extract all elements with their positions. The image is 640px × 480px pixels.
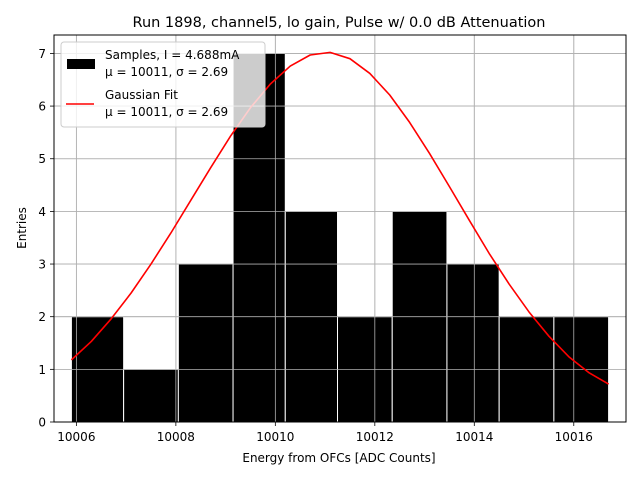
legend-box — [60, 41, 266, 128]
y-tick-label: 0 — [38, 416, 46, 430]
gaussian-fit — [70, 51, 609, 385]
y-tick-label: 1 — [38, 363, 46, 377]
legend-samples-swatch — [67, 59, 95, 69]
x-axis-label: Energy from OFCs [ADC Counts] — [242, 451, 435, 465]
y-tick-label: 6 — [38, 100, 46, 114]
y-tick-label: 4 — [38, 205, 46, 219]
y-tick-label: 7 — [38, 47, 46, 61]
y-tick-label: 3 — [38, 258, 46, 272]
legend-samples-label: Samples, I = 4.688mA — [105, 48, 240, 62]
x-tick-label: 10014 — [455, 430, 493, 444]
histogram-bar — [123, 368, 179, 423]
x-tick-label: 10008 — [157, 430, 195, 444]
x-tick-label: 10010 — [256, 430, 294, 444]
legend-fit-label: Gaussian Fit — [105, 88, 178, 102]
y-tick-label: 5 — [38, 152, 46, 166]
y-axis-ticks: 0 1 2 3 4 5 6 7 — [38, 47, 54, 430]
x-tick-label: 10012 — [356, 430, 394, 444]
x-tick-label: 10006 — [57, 430, 95, 444]
y-tick-label: 2 — [38, 310, 46, 324]
histogram-bar — [446, 263, 500, 423]
plot-frame — [53, 34, 627, 423]
legend-fit-stats: μ = 10011, σ = 2.69 — [105, 105, 228, 119]
x-tick-label: 10016 — [555, 430, 593, 444]
y-axis-label: Entries — [15, 207, 29, 249]
histogram-bar — [177, 263, 234, 423]
chart-title: Run 1898, channel5, lo gain, Pulse w/ 0.… — [133, 15, 546, 31]
x-axis-ticks: 10006 10008 10010 10012 10014 10016 — [57, 422, 593, 444]
legend: Samples, I = 4.688mA μ = 10011, σ = 2.69… — [60, 41, 266, 128]
legend-samples-stats: μ = 10011, σ = 2.69 — [105, 65, 228, 79]
gaussian-fit-line — [70, 51, 609, 385]
